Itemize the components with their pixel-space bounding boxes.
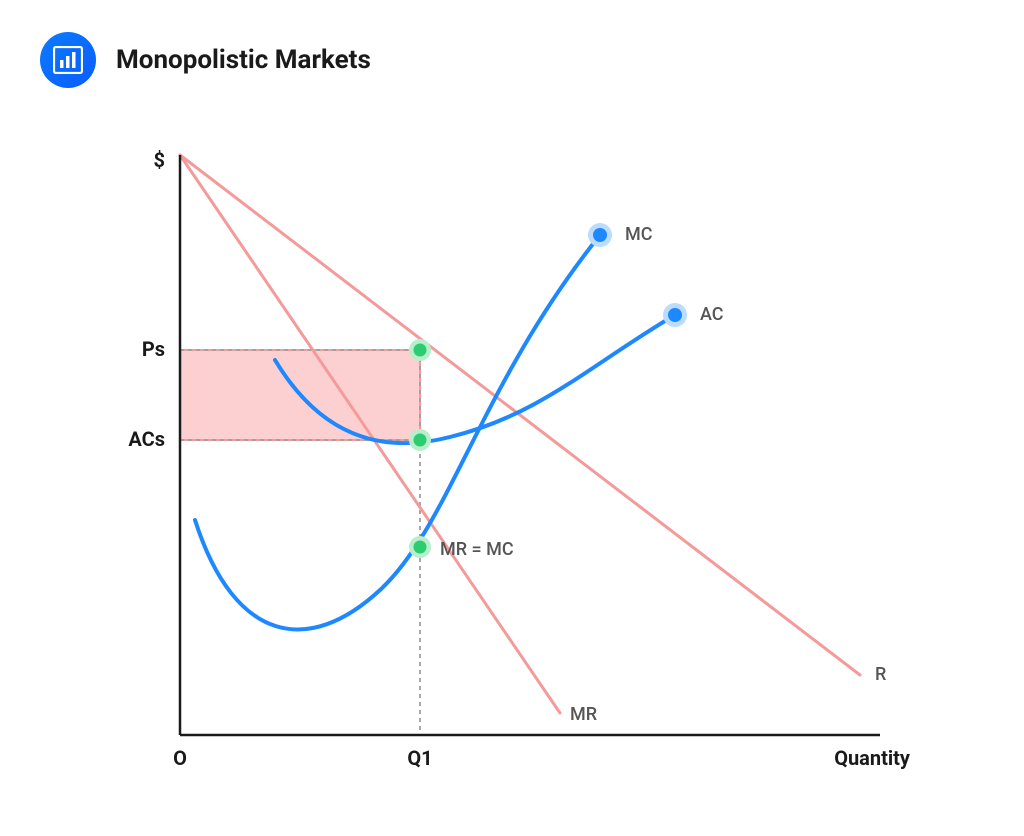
label-MR: MR (570, 704, 597, 725)
y-tick-acs: ACs (128, 427, 165, 451)
chart-svg: $ O Quantity Q1 Ps ACs R MR MC AC MR = M… (120, 135, 920, 775)
y-axis-label: $ (154, 148, 165, 172)
bar-chart-icon (40, 32, 96, 88)
x-tick-q1: Q1 (407, 746, 432, 770)
x-axis-label: Quantity (834, 746, 911, 770)
x-origin-label: O (173, 746, 187, 770)
header: Monopolistic Markets (40, 32, 371, 88)
point-ps-dot (414, 344, 427, 357)
mc-endpoint-dot (593, 228, 607, 242)
page-title: Monopolistic Markets (116, 45, 371, 75)
label-MR-eq-MC: MR = MC (440, 539, 514, 560)
ac-endpoint-dot (668, 308, 682, 322)
label-MC: MC (625, 224, 653, 245)
point-acs-dot (414, 434, 427, 447)
label-R: R (875, 664, 886, 685)
label-AC: AC (700, 304, 724, 325)
economics-chart: $ O Quantity Q1 Ps ACs R MR MC AC MR = M… (120, 135, 920, 775)
y-tick-ps: Ps (142, 337, 165, 361)
point-mrmc-dot (414, 541, 427, 554)
